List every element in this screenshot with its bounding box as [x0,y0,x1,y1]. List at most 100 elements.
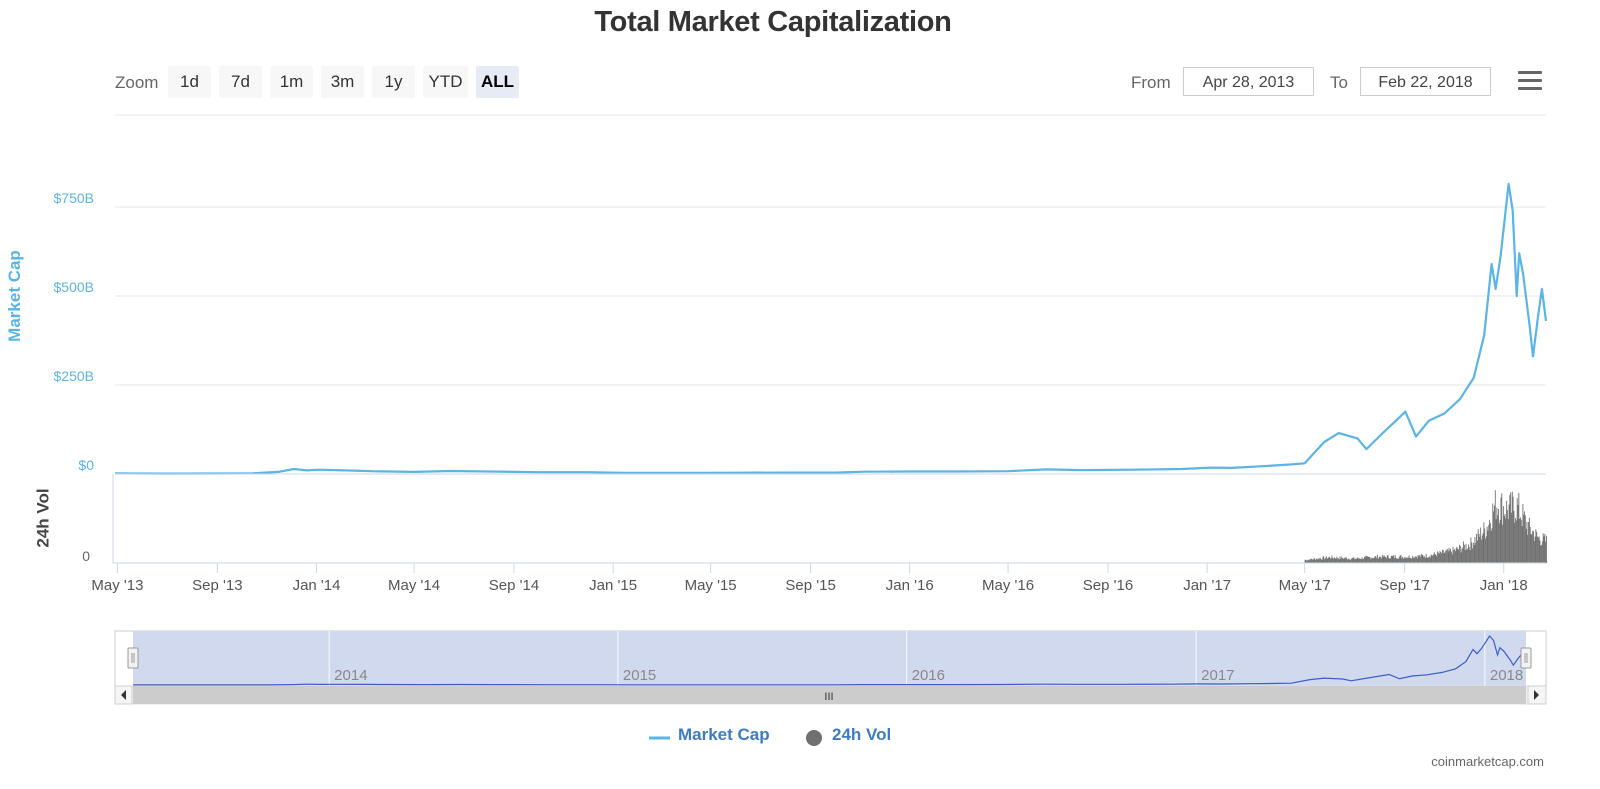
volume-bar [1329,556,1330,563]
zoom-button-1y[interactable]: 1y [372,66,415,98]
navigator-left-handle[interactable] [127,647,139,669]
volume-bar [1311,559,1313,563]
volume-bar [1403,557,1405,563]
volume-bar [1492,503,1494,563]
volume-bar [1383,555,1385,563]
volume-bar [1484,528,1486,563]
volume-bar [1394,555,1396,563]
volume-bar [1375,556,1377,563]
volume-bar [1537,537,1539,563]
navigator-right-handle[interactable] [1520,647,1532,669]
volume-bar [1397,558,1399,563]
volume-bar [1307,559,1309,563]
volume-bar [1379,556,1381,563]
volume-bar [1450,551,1452,563]
zoom-button-3m[interactable]: 3m [321,66,364,98]
volume-bar [1446,548,1448,563]
scrollbar-track[interactable] [114,685,1547,705]
volume-bar [1458,549,1460,563]
volume-bar [1515,520,1517,563]
volume-bar [1419,554,1421,563]
x-tick-label: Jan '18 [1480,577,1528,594]
zoom-button-all[interactable]: ALL [476,66,519,98]
scroll-left-button[interactable] [114,685,133,705]
zoom-button-1m[interactable]: 1m [270,66,313,98]
volume-bar [1332,557,1334,563]
volume-bar [1381,558,1382,563]
volume-bar [1371,558,1373,563]
volume-bar [1422,555,1424,563]
legend-item-24h-vol[interactable]: 24h Vol [832,725,892,744]
volume-bars [1304,490,1547,563]
price-tick-label: $500B [54,279,94,295]
volume-bar [1542,533,1544,563]
volume-bar [1430,554,1432,563]
legend-item-market-cap[interactable]: Market Cap [678,725,770,744]
volume-bar [1461,548,1463,563]
x-tick-label: Jan '16 [886,577,934,594]
volume-bar [1437,552,1439,563]
zoom-button-7d[interactable]: 7d [219,66,262,98]
volume-bar [1454,549,1456,563]
volume-bar [1498,509,1499,563]
volume-bar [1524,511,1525,563]
volume-bar [1400,555,1402,563]
volume-bar [1325,556,1327,563]
volume-bar [1515,517,1517,563]
volume-bar [1459,546,1461,563]
hamburger-menu-icon[interactable] [1518,71,1542,93]
credits-link[interactable]: coinmarketcap.com [1431,754,1544,769]
volume-bar [1469,550,1471,563]
volume-bar [1538,536,1540,563]
volume-bar [1398,556,1400,563]
volume-bar [1425,553,1427,563]
volume-bar [1427,557,1429,563]
to-date-input[interactable]: Feb 22, 2018 [1360,67,1491,96]
volume-bar [1446,550,1447,563]
volume-bar [1363,558,1365,563]
volume-bar [1520,517,1521,563]
volume-bar [1407,557,1409,563]
scrollbar-thumb[interactable] [133,686,1526,704]
volume-bar [1493,505,1495,563]
volume-bar [1433,552,1435,563]
volume-bar [1485,536,1487,563]
volume-bar [1527,534,1529,563]
chart-title: Total Market Capitalization [594,6,952,38]
volume-bar [1342,558,1344,563]
scroll-right-button[interactable] [1527,685,1547,705]
volume-bar [1433,554,1434,563]
price-tick-label: $750B [54,190,94,206]
volume-bar [1304,559,1306,563]
volume-bar [1479,536,1481,563]
volume-bar [1523,514,1525,563]
volume-bar [1305,559,1307,563]
volume-bar [1521,526,1523,563]
navigator[interactable]: 2014 2015 2016 2017 2018 [114,630,1547,687]
navigator-year-label: 2018 [1490,667,1523,684]
volume-bar [1447,551,1449,563]
volume-bar [1476,533,1478,563]
navigator-selected-range[interactable] [133,631,1526,686]
volume-bar [1472,542,1474,563]
volume-bar [1520,519,1522,563]
volume-bar [1454,551,1456,563]
volume-bar [1508,504,1510,563]
volume-bar [1390,555,1392,563]
volume-bar [1467,548,1469,563]
volume-bar [1409,558,1411,563]
scrollbar[interactable]: III [114,685,1547,705]
volume-bar [1395,558,1397,563]
volume-bar [1451,554,1453,563]
x-tick-label: May '17 [1279,577,1331,594]
x-tick-label: May '15 [685,577,737,594]
x-tick-label: Jan '15 [589,577,637,594]
volume-bar [1418,556,1420,563]
from-date-input[interactable]: Apr 28, 2013 [1183,67,1314,96]
zoom-button-ytd[interactable]: YTD [423,66,468,98]
volume-bar [1467,544,1469,563]
volume-bar [1420,553,1422,563]
volume-bar [1350,559,1352,563]
zoom-button-1d[interactable]: 1d [168,66,211,98]
volume-bar [1321,559,1323,563]
